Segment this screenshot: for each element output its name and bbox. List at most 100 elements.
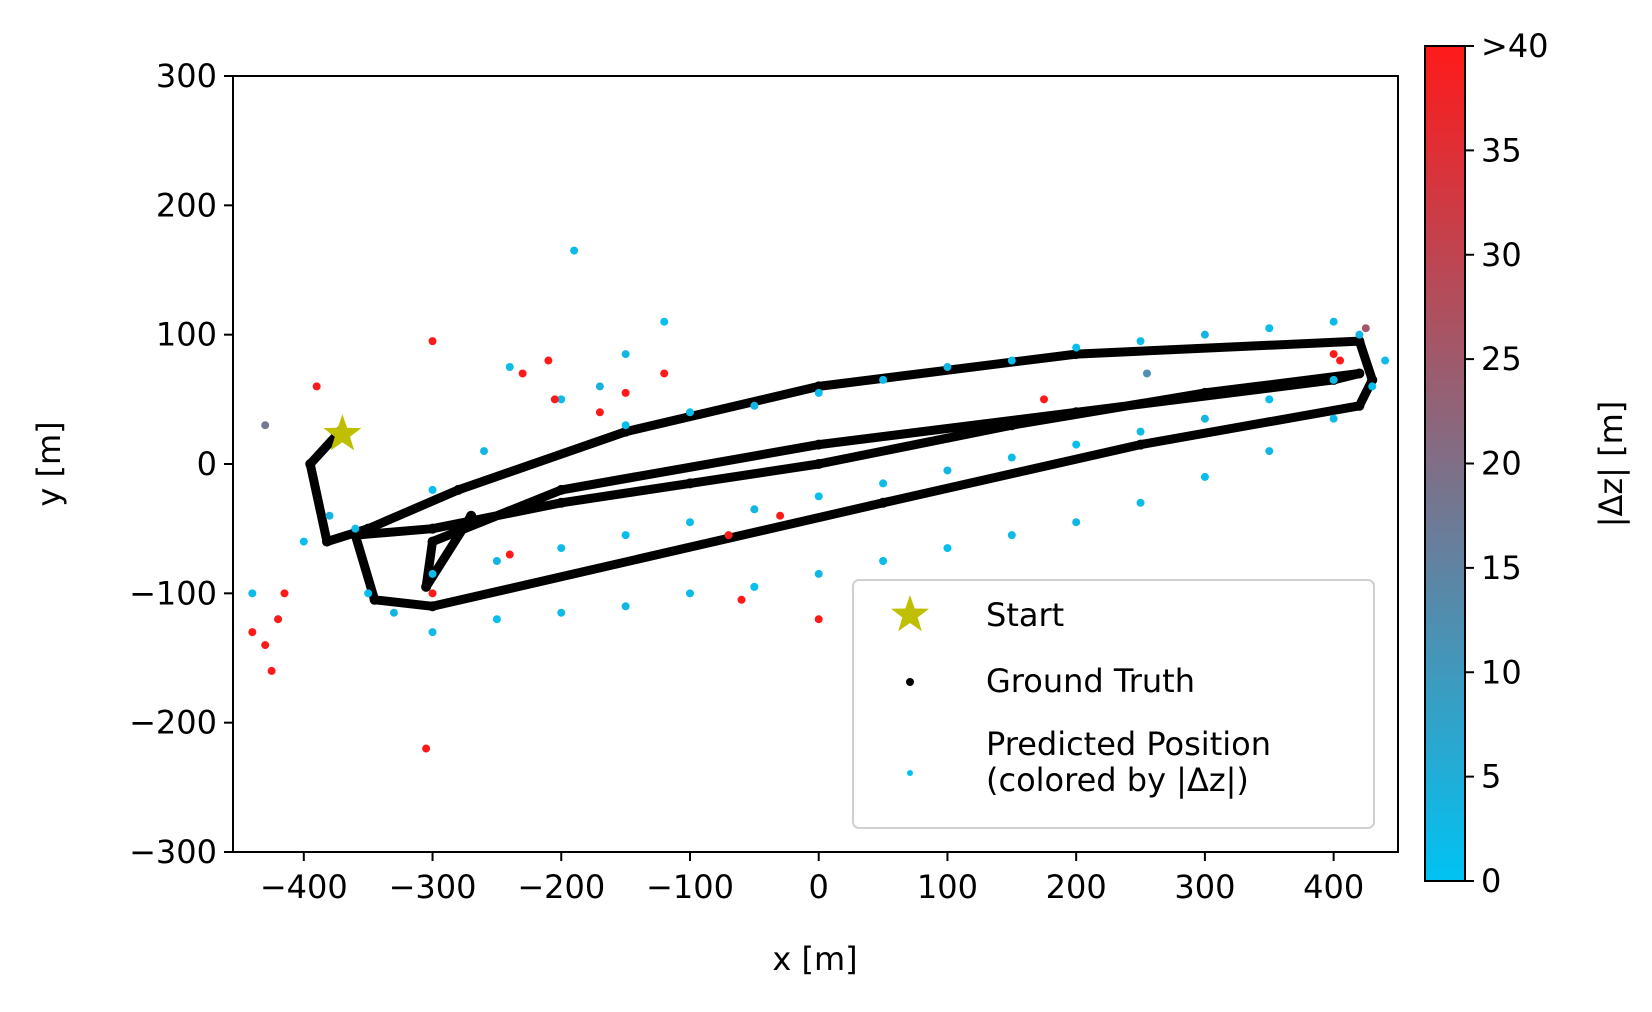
ground-truth-point xyxy=(369,594,380,605)
predicted-point xyxy=(428,628,437,637)
predicted-point xyxy=(364,589,373,598)
predicted-point xyxy=(480,447,489,456)
y-tick-label: −200 xyxy=(129,704,217,742)
predicted-point xyxy=(750,582,759,591)
predicted-point xyxy=(1381,356,1390,365)
outlier-point xyxy=(660,369,669,378)
x-tick-label: −100 xyxy=(646,868,734,906)
predicted-point xyxy=(389,608,398,617)
predicted-point xyxy=(505,363,514,371)
plot-area xyxy=(248,246,1390,753)
y-tick-label: 100 xyxy=(156,316,217,354)
predicted-point xyxy=(1368,382,1377,391)
ground-truth-point xyxy=(813,439,824,450)
colorbar-tick-label: 15 xyxy=(1481,549,1522,587)
colorbar: 0 5 10 15 20 25 30 35 >40 |Δz| [m] xyxy=(1424,27,1630,900)
predicted-point xyxy=(660,317,669,326)
predicted-point xyxy=(750,505,759,514)
predicted-point xyxy=(750,401,759,410)
outlier-point xyxy=(267,666,276,675)
outlier-point xyxy=(274,615,283,624)
outlier-point xyxy=(1336,356,1345,365)
predicted-point xyxy=(1200,330,1209,339)
predicted-point xyxy=(1200,414,1209,423)
x-axis-ticks: −400 −300 −200 −100 0 100 200 300 400 xyxy=(260,852,1364,906)
colorbar-ticks: 0 5 10 15 20 25 30 35 >40 xyxy=(1465,27,1549,900)
outlier-point xyxy=(1329,350,1338,359)
predicted-point xyxy=(621,531,630,540)
outlier-point xyxy=(1142,369,1151,378)
ground-truth-point xyxy=(878,497,889,508)
predicted-point xyxy=(879,557,888,565)
predicted-point xyxy=(1007,453,1016,462)
predicted-point xyxy=(1136,427,1145,436)
colorbar-tick-label: 30 xyxy=(1481,236,1522,274)
predicted-point xyxy=(325,511,334,520)
predicted-point xyxy=(1265,324,1274,333)
predicted-point xyxy=(1072,440,1081,449)
predicted-point xyxy=(879,375,888,384)
outlier-point xyxy=(621,388,630,397)
outlier-point xyxy=(428,589,437,598)
ground-truth-point xyxy=(421,581,432,592)
predicted-point xyxy=(621,602,630,611)
predicted-point xyxy=(1072,518,1081,527)
outlier-point xyxy=(1361,324,1370,333)
outlier-point xyxy=(724,531,733,540)
ground-truth-point xyxy=(1354,400,1365,411)
legend-label-start: Start xyxy=(986,596,1064,634)
ground-truth-point xyxy=(620,426,631,437)
predicted-point xyxy=(621,350,630,359)
ground-truth-point xyxy=(1354,368,1365,379)
ground-truth-point xyxy=(813,459,824,469)
start-star-marker xyxy=(323,414,362,451)
y-tick-label: −100 xyxy=(129,574,217,612)
x-axis-label: x [m] xyxy=(772,940,857,978)
predicted-point xyxy=(595,382,604,391)
ground-truth-point xyxy=(363,523,374,534)
predicted-point xyxy=(943,466,952,475)
ground-truth-point xyxy=(1367,374,1378,385)
predicted-point xyxy=(351,524,360,533)
outlier-point xyxy=(248,628,257,637)
y-tick-label: 200 xyxy=(156,186,217,224)
ground-truth-point xyxy=(813,381,824,392)
x-tick-label: 100 xyxy=(917,868,978,906)
ground-truth-point xyxy=(684,478,695,489)
predicted-point xyxy=(492,557,501,565)
y-axis-ticks: −300 −200 −100 0 100 200 300 xyxy=(129,57,233,871)
y-tick-label: 0 xyxy=(197,445,217,483)
predicted-point xyxy=(1072,343,1081,352)
ground-truth-point xyxy=(1135,439,1146,450)
legend-ground-truth-marker xyxy=(906,678,914,686)
colorbar-tick-label: 0 xyxy=(1481,862,1501,900)
predicted-point xyxy=(1265,447,1274,456)
predicted-point xyxy=(879,479,888,488)
colorbar-tick-label: 10 xyxy=(1481,653,1522,691)
legend-label-predicted: Predicted Position (colored by |Δz|) xyxy=(986,725,1271,799)
outlier-point xyxy=(550,395,559,404)
legend-label-predicted-line: (colored by |Δz|) xyxy=(986,761,1249,799)
ground-truth-point xyxy=(1199,387,1210,398)
predicted-point xyxy=(1329,317,1338,326)
ground-truth-point xyxy=(1006,420,1017,431)
predicted-point xyxy=(248,589,257,598)
legend-label-ground-truth: Ground Truth xyxy=(986,662,1195,700)
predicted-point xyxy=(943,544,952,553)
legend-predicted-marker xyxy=(907,770,913,776)
predicted-point xyxy=(1136,498,1145,507)
outlier-point xyxy=(814,615,823,624)
ground-truth-point xyxy=(466,510,477,521)
outlier-point xyxy=(261,421,270,430)
ground-truth-point xyxy=(427,536,438,547)
predicted-point xyxy=(685,518,694,527)
ground-truth-series xyxy=(305,336,1377,611)
x-tick-label: 300 xyxy=(1174,868,1235,906)
x-tick-label: 0 xyxy=(809,868,829,906)
outlier-point xyxy=(595,408,604,417)
predicted-point xyxy=(492,615,501,624)
predicted-point xyxy=(299,537,308,546)
x-tick-label: −400 xyxy=(260,868,348,906)
predicted-point xyxy=(814,569,823,578)
